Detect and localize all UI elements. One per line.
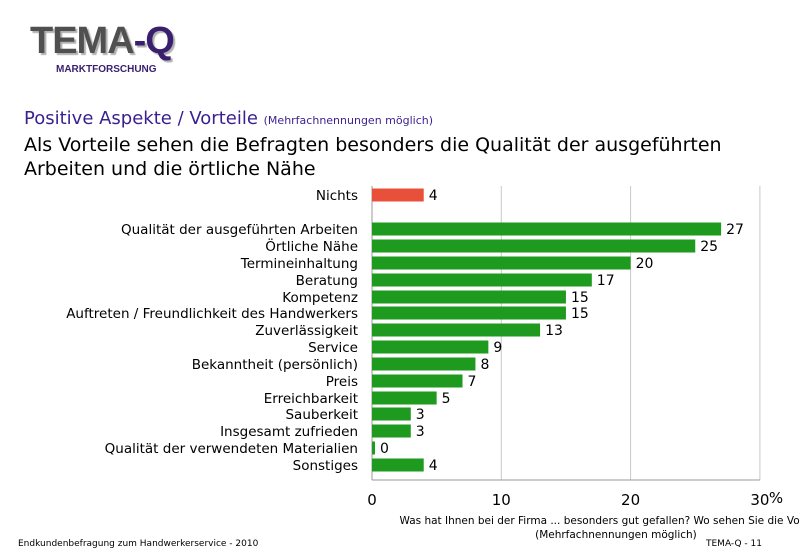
data-label: 3 [416,424,425,440]
category-label: Beratung [296,273,358,289]
category-label: Nichts [316,188,358,204]
x-axis-unit: % [769,489,783,507]
data-label: 8 [480,357,489,373]
category-label: Sonstiges [293,458,358,474]
section-title-text: Positive Aspekte / Vorteile [24,108,258,129]
bar [372,222,722,236]
category-label: Termineinhaltung [240,256,358,272]
data-label: 9 [493,340,502,356]
bar [372,391,437,405]
bar [372,290,566,304]
x-tick-label: 30 [750,491,769,509]
data-label: 7 [468,374,477,390]
data-label: 4 [429,188,438,204]
data-label: 15 [571,306,589,322]
category-label: Insgesamt zufrieden [220,424,358,440]
bar [372,458,424,472]
category-label: Örtliche Nähe [265,237,358,255]
bar [372,407,411,421]
footer-left: Endkundenbefragung zum Handwerkerservice… [18,539,259,549]
x-axis-subtitle: (Mehrfachnennungen möglich) [535,529,697,541]
bar [372,323,541,337]
data-label: 0 [380,441,389,457]
x-tick-label: 10 [492,491,511,509]
section-note: (Mehrfachnennungen möglich) [263,114,434,127]
page-headline: Als Vorteile sehen die Befragten besonde… [24,134,722,180]
category-label: Auftreten / Freundlichkeit des Handwerke… [66,306,358,322]
logo-subtitle: MARKTFORSCHUNG [56,64,157,75]
logo: TEMA-Q MARKTFORSCHUNG [30,20,175,75]
bar [372,374,463,388]
category-label: Qualität der verwendeten Materialien [105,441,358,457]
data-label: 25 [700,239,718,255]
data-label: 5 [442,391,451,407]
section-title: Positive Aspekte / Vorteile (Mehrfachnen… [24,108,433,129]
category-label: Erreichbarkeit [264,391,358,407]
footer-right: TEMA-Q - 11 [706,539,762,549]
logo-wordmark: TEMA-Q [30,20,175,62]
category-label: Preis [326,374,358,390]
bar [372,340,489,354]
x-axis-title: Was hat Ihnen bei der Firma ... besonder… [400,515,800,527]
category-label: Kompetenz [282,290,358,306]
data-label: 4 [429,458,438,474]
category-label: Service [308,340,358,356]
data-label: 15 [571,290,589,306]
x-tick-label: 20 [621,491,640,509]
bar [372,273,592,287]
bar [372,306,566,320]
data-label: 3 [416,407,425,423]
category-label: Zuverlässigkeit [255,323,358,339]
category-label: Bekanntheit (persönlich) [192,357,358,373]
data-label: 17 [597,273,615,289]
data-label: 27 [726,222,744,238]
bar [372,188,424,202]
bar [372,256,631,270]
bar [372,441,375,455]
data-label: 13 [545,323,563,339]
bar [372,357,476,371]
category-label: Sauberkeit [285,407,358,423]
bar [372,424,411,438]
category-label: Qualität der ausgeführten Arbeiten [121,222,358,238]
bar [372,239,696,253]
x-tick-label: 0 [367,491,377,509]
data-label: 20 [636,256,654,272]
